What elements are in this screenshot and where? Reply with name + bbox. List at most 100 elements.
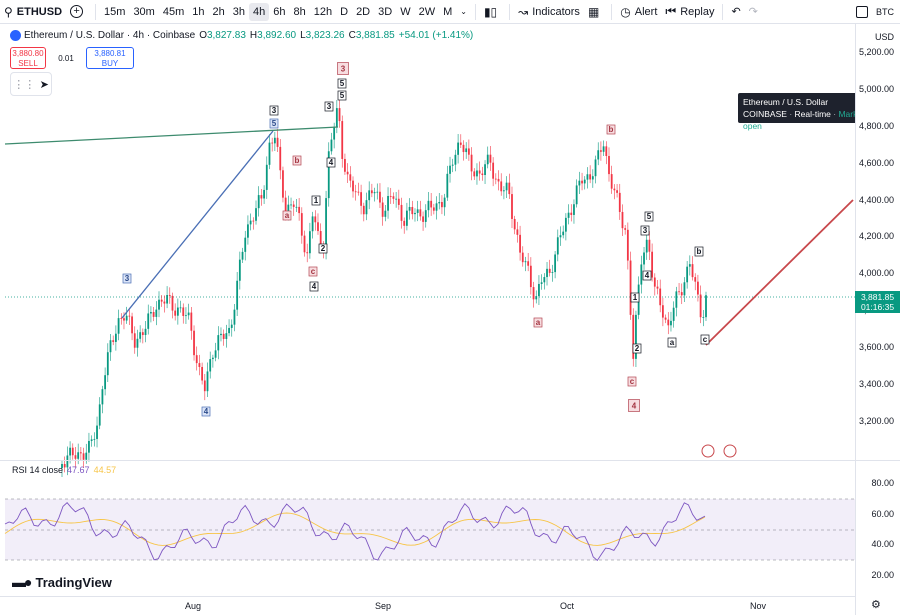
price-scale[interactable]: USD 5,200.00 5,000.00 4,800.00 4,600.00 4,40… bbox=[855, 24, 900, 615]
candle-body bbox=[193, 330, 195, 356]
chart-type-button[interactable]: ▮▯ bbox=[480, 0, 505, 24]
ohlc-low: L3,823.26 bbox=[300, 30, 345, 41]
symbol-search[interactable]: ⚲ ETHUSD bbox=[0, 0, 66, 24]
candle-body bbox=[287, 204, 290, 213]
wave-label-box bbox=[700, 334, 710, 345]
interval-8h[interactable]: 8h bbox=[293, 5, 306, 18]
interval-3h[interactable]: 3h bbox=[232, 5, 245, 18]
sell-price: 3,880.80 bbox=[12, 49, 44, 58]
candle-body bbox=[247, 224, 249, 238]
candle-body bbox=[484, 164, 486, 176]
time-axis[interactable]: Aug Sep Oct Nov bbox=[0, 596, 855, 615]
interval-m[interactable]: M bbox=[443, 5, 453, 18]
interval-2h[interactable]: 2h bbox=[212, 5, 225, 18]
candle-body bbox=[608, 155, 610, 175]
replay-button[interactable]: ⏮ Replay bbox=[661, 0, 718, 24]
candle-body bbox=[446, 173, 449, 198]
candle-body bbox=[686, 266, 689, 283]
wave-label-box bbox=[324, 101, 334, 112]
wave-label-text: c bbox=[703, 335, 708, 344]
candle-body bbox=[123, 318, 125, 321]
wave-label-box bbox=[201, 406, 211, 417]
high-value: 3,892.60 bbox=[257, 30, 297, 41]
interval-30m[interactable]: 30m bbox=[133, 5, 155, 18]
settings-gear-icon[interactable]: ⚙ bbox=[871, 599, 881, 611]
wave-label-box bbox=[337, 78, 347, 89]
interval-45m[interactable]: 45m bbox=[162, 5, 185, 18]
candle-body bbox=[424, 210, 427, 222]
compare-button[interactable]: + bbox=[66, 0, 91, 24]
ohlc-high: H3,892.60 bbox=[250, 30, 296, 41]
candle-body bbox=[238, 259, 241, 281]
candle-body bbox=[236, 280, 239, 310]
wave-label-box bbox=[292, 155, 302, 166]
cursor-icon[interactable]: ➤ bbox=[39, 78, 49, 91]
btc-label[interactable]: BTC bbox=[872, 0, 898, 24]
wave-label-box bbox=[667, 337, 677, 348]
candle-body bbox=[648, 239, 651, 252]
candle-body bbox=[559, 235, 562, 238]
candle-body bbox=[589, 174, 592, 180]
rsi-scale-label: 60.00 bbox=[871, 509, 894, 519]
candle-body bbox=[435, 203, 438, 211]
candle-body bbox=[575, 185, 578, 205]
candle-body bbox=[454, 154, 457, 165]
candle-body bbox=[152, 312, 155, 317]
candle-body bbox=[114, 333, 117, 342]
candle-body bbox=[354, 191, 357, 193]
pane-divider-scale bbox=[855, 460, 900, 461]
fullscreen-button[interactable] bbox=[852, 0, 872, 24]
sell-button[interactable]: 3,880.80 SELL bbox=[10, 47, 46, 69]
interval-3d[interactable]: 3D bbox=[378, 5, 393, 18]
candle-body bbox=[387, 195, 389, 211]
candle-body bbox=[697, 281, 699, 295]
interval-12h[interactable]: 12h bbox=[313, 5, 333, 18]
candle-body bbox=[529, 265, 532, 288]
candle-body bbox=[562, 231, 565, 236]
current-price: 3,881.85 bbox=[860, 292, 895, 302]
undo-button[interactable]: ↶ bbox=[727, 0, 744, 24]
tooltip-title: Ethereum / U.S. Dollar bbox=[743, 97, 829, 107]
interval-2w[interactable]: 2W bbox=[418, 5, 436, 18]
wave-label-text: 3 bbox=[341, 65, 346, 74]
candle-body bbox=[379, 191, 381, 203]
interval-15m[interactable]: 15m bbox=[104, 5, 126, 18]
layouts-button[interactable]: ▦ bbox=[584, 0, 607, 24]
candle-body bbox=[422, 216, 424, 222]
rsi-scale-label: 80.00 bbox=[871, 478, 894, 488]
buy-button[interactable]: 3,880.81 BUY bbox=[86, 47, 134, 69]
indicators-button[interactable]: ↝ Indicators bbox=[514, 0, 584, 24]
logo-text: TradingView bbox=[35, 574, 112, 590]
alert-button[interactable]: ◷ Alert bbox=[616, 0, 661, 24]
candle-body bbox=[209, 359, 212, 372]
coinbase-logo-icon bbox=[10, 30, 21, 41]
interval-2d[interactable]: 2D bbox=[356, 5, 371, 18]
interval-dropdown-button[interactable]: ⌄ bbox=[456, 0, 471, 24]
wave-label-box bbox=[269, 118, 279, 129]
grid-icon: ▦ bbox=[587, 4, 600, 19]
wave-label-box bbox=[533, 317, 543, 328]
candle-body bbox=[90, 439, 93, 441]
current-price-badge: 3,881.85 01:16:35 bbox=[855, 291, 900, 313]
candle-body bbox=[330, 139, 333, 152]
rsi-band bbox=[5, 499, 855, 560]
interval-6h[interactable]: 6h bbox=[273, 5, 286, 18]
candle-body bbox=[467, 148, 470, 155]
candle-body bbox=[225, 333, 228, 339]
redo-button[interactable]: ↷ bbox=[745, 0, 762, 24]
interval-1h[interactable]: 1h bbox=[192, 5, 205, 18]
wave-label-text: 4 bbox=[632, 402, 637, 411]
wave-label-text: 4 bbox=[312, 282, 317, 291]
interval-d[interactable]: D bbox=[340, 5, 349, 18]
candle-body bbox=[581, 180, 583, 184]
candle-body bbox=[171, 295, 174, 311]
drag-handle-icon[interactable]: ⋮⋮ bbox=[13, 78, 36, 91]
candle-body bbox=[335, 108, 338, 127]
candle-body bbox=[481, 173, 484, 176]
pane-divider[interactable] bbox=[0, 460, 855, 461]
interval-4h[interactable]: 4h bbox=[249, 2, 270, 21]
candle-body bbox=[144, 328, 147, 336]
wave-label-box bbox=[627, 376, 637, 387]
interval-w[interactable]: W bbox=[400, 5, 411, 18]
